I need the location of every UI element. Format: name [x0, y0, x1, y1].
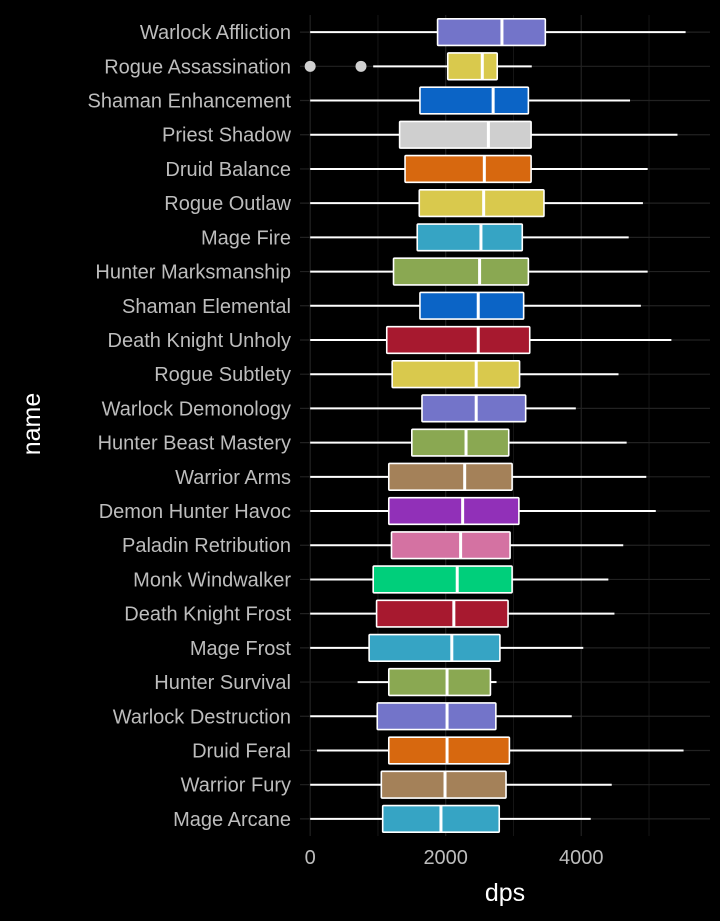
category-label: Rogue Assassination: [104, 56, 291, 78]
iqr-box: [416, 223, 524, 252]
category-label: Warrior Arms: [175, 467, 291, 489]
box-demon-hunter-havoc: [310, 496, 656, 526]
iqr-box: [398, 120, 532, 149]
x-axis-title: dps: [485, 879, 525, 907]
iqr-box: [446, 52, 499, 81]
box-rogue-assassination: [304, 52, 532, 81]
category-label: Rogue Subtlety: [154, 364, 291, 386]
iqr-box: [419, 86, 530, 115]
x-tick-label: 2000: [423, 847, 468, 869]
iqr-box: [392, 257, 530, 286]
iqr-box: [390, 531, 511, 560]
iqr-box: [391, 360, 521, 389]
iqr-box: [385, 325, 531, 355]
category-label: Hunter Survival: [154, 672, 291, 694]
box-warrior-fury: [310, 770, 612, 799]
box-hunter-beast-mastery: [310, 428, 627, 457]
box-mage-arcane: [310, 804, 591, 834]
category-label: Monk Windwalker: [133, 569, 291, 591]
category-label: Hunter Marksmanship: [95, 262, 291, 284]
box-rogue-subtlety: [310, 360, 619, 389]
category-label: Death Knight Frost: [124, 604, 291, 626]
box-shaman-elemental: [310, 291, 641, 320]
category-label: Rogue Outlaw: [164, 193, 291, 215]
category-label: Warrior Fury: [181, 775, 291, 797]
box-warlock-demonology: [310, 394, 576, 423]
category-label: Paladin Retribution: [122, 535, 291, 557]
box-series: [304, 17, 686, 834]
iqr-box: [421, 394, 527, 423]
box-warlock-destruction: [310, 702, 572, 731]
category-label: Mage Fire: [201, 227, 291, 249]
box-death-knight-frost: [310, 599, 615, 628]
category-label: Mage Arcane: [173, 809, 291, 831]
category-label: Demon Hunter Havoc: [99, 501, 291, 523]
box-druid-feral: [316, 736, 684, 765]
iqr-box: [419, 291, 525, 320]
x-tick-label: 0: [305, 847, 316, 869]
iqr-box: [372, 565, 513, 594]
x-tick-labels: 0 2000 4000: [305, 847, 604, 869]
iqr-box: [375, 599, 509, 628]
box-warlock-affliction: [310, 17, 686, 47]
iqr-box: [418, 189, 545, 218]
box-mage-fire: [310, 223, 629, 252]
box-monk-windwalker: [310, 565, 609, 594]
category-label: Shaman Enhancement: [88, 91, 292, 113]
outlier-point: [304, 60, 316, 72]
x-tick-label: 4000: [559, 847, 604, 869]
category-label: Mage Frost: [190, 638, 292, 660]
outlier-point: [355, 60, 367, 72]
iqr-box: [387, 736, 511, 765]
box-warrior-arms: [310, 462, 647, 491]
category-label: Priest Shadow: [162, 125, 292, 147]
iqr-box: [411, 428, 510, 457]
y-axis-title: name: [18, 393, 46, 456]
iqr-box: [404, 154, 532, 184]
category-label: Druid Balance: [165, 159, 291, 181]
category-labels: Warlock Affliction Rogue Assassination Sha…: [88, 22, 292, 831]
category-label: Warlock Demonology: [102, 398, 291, 420]
iqr-box: [387, 496, 520, 526]
iqr-box: [368, 633, 501, 662]
box-rogue-outlaw: [310, 189, 643, 218]
box-shaman-enhancement: [310, 86, 631, 115]
box-paladin-retribution: [310, 531, 624, 560]
box-hunter-marksmanship: [310, 257, 648, 286]
category-label: Hunter Beast Mastery: [98, 433, 291, 455]
iqr-box: [387, 667, 492, 697]
box-death-knight-unholy: [310, 325, 672, 355]
iqr-box: [387, 462, 513, 491]
box-druid-balance: [310, 154, 648, 184]
box-hunter-survival: [357, 667, 497, 697]
box-priest-shadow: [310, 120, 678, 149]
category-label: Warlock Destruction: [113, 706, 291, 728]
category-label: Death Knight Unholy: [108, 330, 291, 352]
iqr-box: [376, 702, 497, 731]
box-mage-frost: [310, 633, 584, 662]
category-label: Shaman Elemental: [122, 296, 291, 318]
iqr-box: [436, 17, 547, 47]
category-label: Druid Feral: [192, 740, 291, 762]
category-label: Warlock Affliction: [140, 22, 291, 44]
